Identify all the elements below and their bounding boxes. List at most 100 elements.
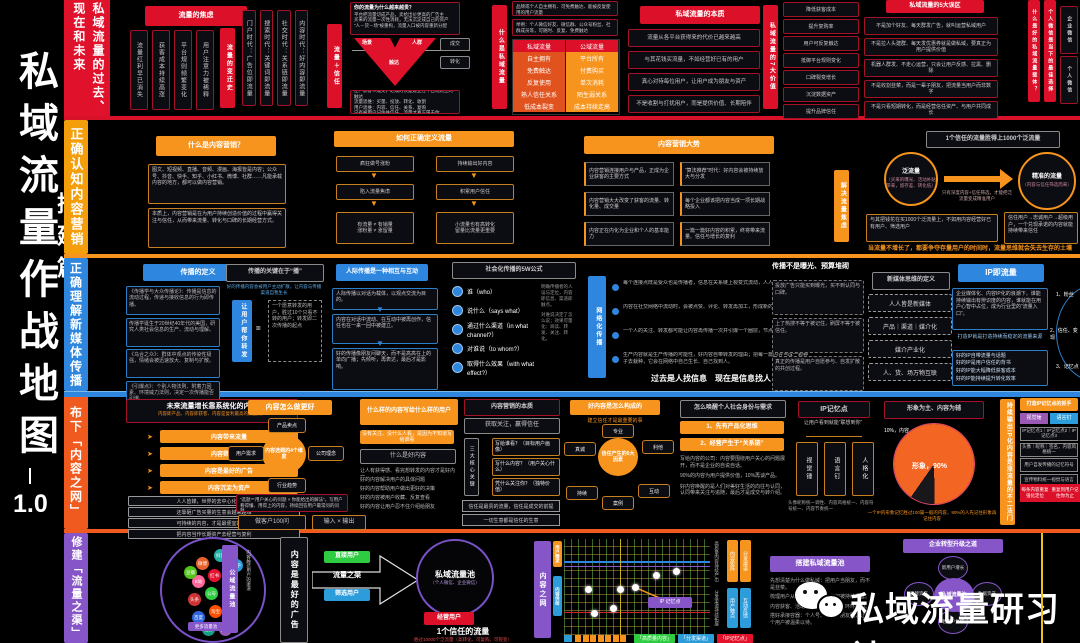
newmedia-item: 人、货、场万物互联 — [868, 363, 952, 381]
history-item: 搜索时代：关键词即流量 — [259, 10, 273, 106]
transform-petal-left: 品牌资产 — [904, 582, 934, 606]
generic-traffic-circle: 泛流量 （买来的曝光、活动补贴带来，留存差、转化低） — [884, 152, 938, 206]
relief-bar: 解决流量焦虑 — [834, 170, 849, 242]
platform-dot: 微博 — [196, 557, 209, 570]
web-blue-bar: 用户触点 — [727, 588, 738, 628]
band2-label: 正确认知内容营销 — [64, 120, 88, 254]
funnel-side-top: 成交 — [440, 38, 470, 51]
ip-benefit: 好的IP是用户信任的背书 — [956, 360, 1011, 367]
filter-user-box: 筛选用户 — [324, 589, 370, 601]
ip-memory-branch — [806, 436, 862, 437]
web-legend-item: 「高质量内容」 — [634, 634, 676, 643]
good-content-line: 好的内容帮助用户做出更好的决策 — [360, 486, 436, 492]
funnel-intro-box: 你的流量为什么越来越贵？ 平台把流量切成产品，卖给出价更高的广告主 买来的流量一… — [350, 2, 460, 35]
separator-blue — [64, 391, 1080, 397]
platform-dot: 公号 — [205, 587, 218, 600]
web-blue-bar: 互动反馈 — [740, 588, 751, 628]
arc-label-1: 1、粉丝 — [1056, 292, 1074, 298]
interpersonal-step1: 人际传播以对话为载体，以观点交流为目的。 — [332, 288, 438, 310]
cmp-cell: 免费触达 — [513, 64, 566, 76]
essence-item: 不是收割与打扰用户，而是提供价值、长期陪伴 — [628, 95, 760, 113]
misconception-list: 不是加个好友、每天群发广告，就叫运营私域用户 不是拉人头建群、每天发优惠券就是做私… — [864, 17, 998, 122]
grid-red-line — [564, 612, 710, 613]
interpersonal-step2: 内容在对话中流动、在互动中被再创作，信任也在一来一回中被建立。 — [332, 314, 438, 344]
better-box-100q: 做客户100问 — [238, 515, 306, 530]
transform-header: 企业转型升级之道 — [903, 539, 1003, 553]
web-grid-dot — [591, 610, 598, 617]
legend-orange-square — [612, 635, 619, 642]
private-essence-list: 流量从各平台获得来的代价已越来越高 与其花钱买流量，不如经营好已有的用户 真心对待每… — [628, 29, 760, 117]
value-item: 提升品牌信任 — [783, 104, 859, 119]
flow2-step1: 持续输出好内容 — [436, 156, 514, 172]
flow1-step2: 陷入流量焦虑 — [336, 184, 414, 200]
flow1-step3: 有流量 ≠ 有销量 涨粉量 ≠ 涨留量 — [336, 212, 414, 244]
awaken-step1: 1、先有产品化思维 — [680, 421, 784, 434]
funnel-note-line: 用户思维：内容、信任、关系、复购 — [354, 104, 426, 110]
spread-def-para: 《传播学与大众传播论》：传播是信息的流动过程，传递与接收信息的行为即传播。 — [126, 286, 220, 315]
build-pool-para: 先想清楚为什么做私域：把用户当朋友，而不是韭菜。 — [770, 578, 871, 591]
ip-traffic-para: 企业媒体化、内容IP化的浪潮下，谁能持续输出有辨识度的内容，谁就能在用户心智中占… — [952, 288, 1048, 330]
w5-item: 对谁说（to whom?） — [452, 339, 538, 358]
not-push-para: 上了热搜不等于被记住，刷屏不等于被信任。 — [772, 318, 864, 353]
channel-arrow-icon — [312, 554, 420, 606]
essence-bottom-list: 信任是最贵的流量，信任是成交的前提 一切生意都是信任的生意 — [462, 500, 560, 528]
web-right-text-bottom: 分发渠道持续拓展 — [714, 590, 720, 626]
w5-side-note: 明确传播者的人设与定位，内容即信息、渠道即触点。 — [541, 284, 573, 307]
ip-traffic-list: 好的IP自带流量与话题 好的IP是用户信任的背书 好的IP能大幅降低获客成本 好的IP… — [952, 350, 1048, 386]
private-pool-title: 私域流量池 — [435, 569, 475, 579]
ip-table-visual-cell: 视觉锤 — [1020, 413, 1048, 424]
direct-user-box: 直接用户 — [324, 551, 370, 563]
cm-trend-list: 内容营销连接用户与产品，正成为企业获客的主要方式 “算法推荐”时代：好内容会被持续… — [584, 162, 784, 252]
title-divider — [29, 468, 31, 484]
awaken-header: 怎么唤醒个人社会身份与需求 — [680, 400, 786, 418]
arrow-down-icon: ▼ — [376, 339, 384, 348]
platform-dot: B站 — [192, 575, 205, 588]
trust-right-note: 信任用户→忠诚用户→超级用户，一个兑现承诺的内容就能持续带来信任 — [1004, 212, 1078, 244]
ip-table-rows: IP记忆点1｜IP记忆点2｜IP记忆点3 头像｜昵称｜签名，内容风格统一 用户自发传… — [1020, 427, 1078, 489]
ip-table-title: 打造IP记忆点的抓手 — [1020, 398, 1078, 411]
private-pool-circle: 私域流量池 （个人微信、企业微信） — [416, 539, 494, 617]
key-item: 凭什么关注你？（独特价值） — [492, 478, 560, 496]
private-vs-public-table: 私域流量 公域流量 自主拥有 平台所有 免费触达 付费购买 反复使用 单次消耗 熟人信任关系 陌生… — [512, 39, 620, 115]
future-arrow-item: 内容沉淀为资产 — [147, 481, 298, 494]
trend-item: “算法推荐”时代：好内容会被持续放大与分发 — [680, 162, 770, 186]
value-item: 口碑裂变增长 — [783, 70, 859, 85]
trust6-petal-3: 利他 — [642, 440, 674, 454]
spread-def-para: 传播学诞生于20世纪40年代的美国，研究人类社会信息的生产、流动与理解。 — [126, 317, 220, 347]
w5-item: 取得什么效果（with what effect?） — [452, 358, 538, 377]
awaken-para: 写给内容的公司：内容要围绕用户关心的问题展开，而不是企业的自说自话。 — [680, 456, 786, 469]
web-left-bottom-label: 内容供给 — [553, 576, 562, 616]
anxiety-item: 获客成本持续高涨 — [152, 30, 170, 110]
web-grid-dot — [673, 568, 680, 575]
grid-purple-line — [564, 566, 710, 567]
platform-dot: 豆瓣 — [184, 566, 197, 579]
future-title: 未来流量增长靠系统化的内容 — [166, 403, 258, 410]
private-pool-sub: （个人微信、企业微信） — [430, 580, 480, 586]
flow2-step3: 小流量也有高转化 留量比流量更重要 — [436, 212, 514, 244]
w5-side-note: 对谁说决定了怎么说；效果可量化：阅读、转发、关注、转化。 — [541, 312, 573, 341]
ip-output-bar: 持续输出IP化内容是涨流量的不二法门 — [1000, 399, 1015, 525]
public-pool-bar: 公域流量池 — [222, 545, 238, 633]
better-note: “选题＝用户关心的问题 × 你能给出的解法”。写用户看得懂、用得上的内容，持续回… — [236, 494, 348, 512]
three-keys-bar: 三大核心关键 — [464, 438, 479, 496]
not-push-para: 真正的传播是用户自愿参与、自发扩散的共创过程。 — [772, 356, 864, 391]
spread-def-header: 传播的定义 — [143, 264, 253, 281]
ip-table-foot1: 每条内容重复强化定位 — [1020, 484, 1050, 502]
value-item: 用户可反复触达 — [783, 36, 859, 51]
trend-item: 一篇一篇好内容的积累，终将带来流量、信任与增长的复利 — [680, 222, 770, 246]
ip-leaf-visual: 视觉锤 — [796, 442, 818, 496]
future-arrow-item: 内容带来流量 — [147, 430, 298, 443]
web-right-orange-bars: 内容矩阵 分发渠道 — [727, 540, 753, 582]
flow1-step1: 疯狂做号涨粉 — [336, 156, 414, 172]
web-right-text-top: 高质量内容持续产出 — [714, 541, 720, 582]
cmp-cell: 付费购买 — [566, 64, 619, 76]
broadcast-header: 传播的关键在于“播” — [226, 264, 324, 282]
image-content-pie-chart — [894, 424, 974, 504]
image-first-header: 形象为主、内容为辅 — [884, 401, 984, 419]
transform-petal-top: 新用户增长 — [938, 556, 968, 580]
misconception-item: 不是只看短期转化，而是经营信任资产、与用户共同成长 — [864, 101, 998, 119]
web-legend-item: 「IP记忆点」 — [717, 634, 753, 643]
newmedia-item: 产品｜渠道｜媒介化 — [868, 317, 952, 335]
which-user-header: 什么样的内容写给什么样的用户 — [360, 399, 458, 425]
more-pools-tag: 更多流量池 — [188, 622, 224, 631]
